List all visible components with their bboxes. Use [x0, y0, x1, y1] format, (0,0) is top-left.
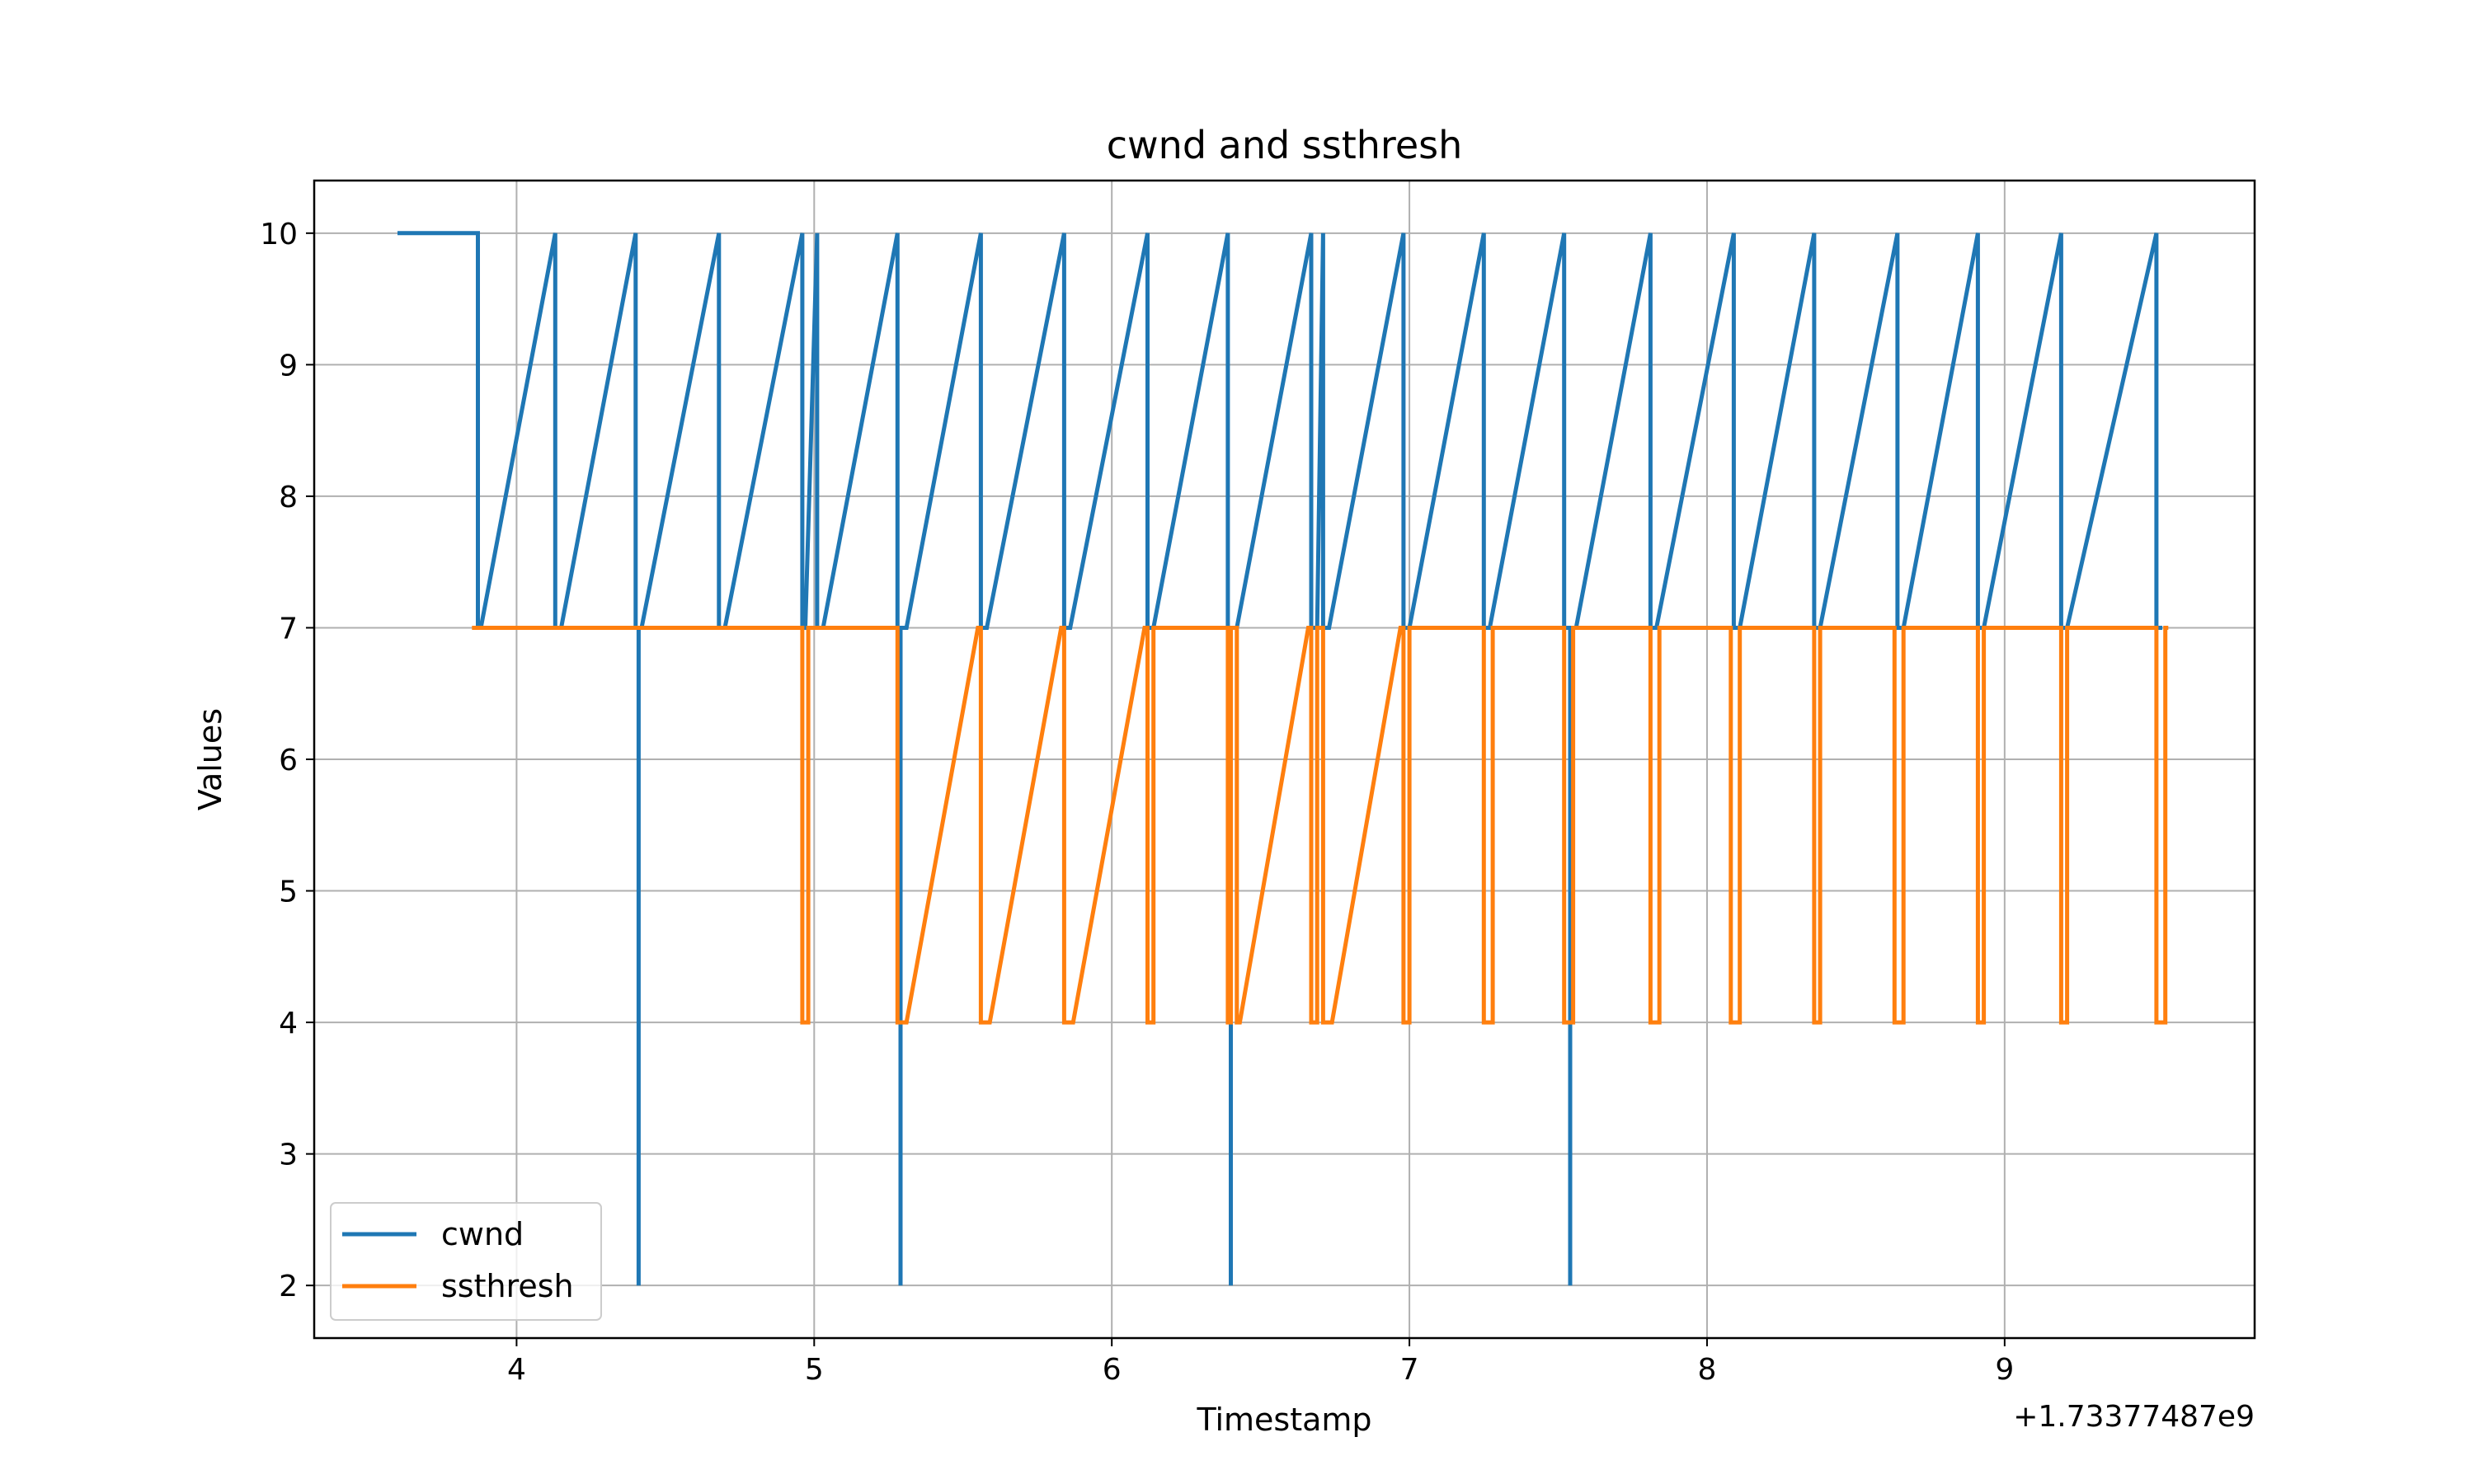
y-tick-label: 6: [279, 744, 298, 777]
legend: cwnd ssthresh: [330, 1202, 602, 1321]
x-axis-label: Timestamp: [1196, 1402, 1371, 1438]
y-axis-label: Values: [192, 708, 228, 810]
y-tick-label: 3: [279, 1139, 298, 1172]
y-tick-label: 8: [279, 481, 298, 514]
x-tick-label: 8: [1698, 1353, 1717, 1387]
series-line-ssthresh: [472, 626, 2169, 1025]
legend-entry-cwnd: cwnd: [441, 1216, 524, 1252]
y-tick-label: 5: [279, 876, 298, 909]
y-tick-label: 7: [279, 612, 298, 646]
y-tick-label: 4: [279, 1007, 298, 1040]
plot-series: [397, 231, 2169, 1286]
chart-title: cwnd and ssthresh: [1107, 123, 1463, 167]
x-tick-label: 6: [1103, 1353, 1122, 1387]
legend-entry-ssthresh: ssthresh: [441, 1268, 574, 1304]
x-axis-offset-label: +1.73377487e9: [2013, 1400, 2255, 1434]
x-tick-label: 5: [805, 1353, 824, 1387]
x-tick-label: 4: [507, 1353, 526, 1387]
y-tick-label: 9: [279, 349, 298, 383]
axis-ticks: 4 5 6 7 8 9 2 3 4 5 6 7 8 9 10: [260, 218, 2014, 1387]
x-tick-label: 7: [1400, 1353, 1419, 1387]
y-tick-label: 2: [279, 1270, 298, 1303]
y-tick-label: 10: [260, 218, 298, 251]
x-tick-label: 9: [1995, 1353, 2014, 1387]
